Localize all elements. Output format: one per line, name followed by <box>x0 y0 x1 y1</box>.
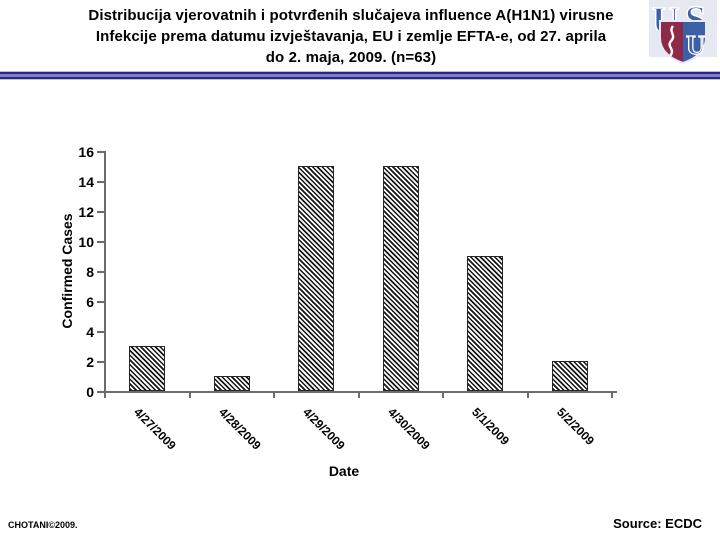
y-axis-tick <box>97 391 104 393</box>
y-tick-label: 4 <box>86 324 94 340</box>
y-axis-tick <box>97 271 104 273</box>
y-tick-label: 14 <box>78 174 94 190</box>
y-tick-label: 2 <box>86 354 94 370</box>
y-axis-line <box>104 151 106 393</box>
title-separator-rule <box>0 71 720 80</box>
bar-4/27/2009 <box>129 346 166 391</box>
y-tick-label: 6 <box>86 294 94 310</box>
x-tick-label: 4/29/2009 <box>300 405 349 453</box>
x-axis-tick <box>526 393 529 398</box>
bar-5/1/2009 <box>467 256 504 391</box>
copyright-text: CHOTANI©2009. <box>8 520 78 530</box>
x-axis-tick <box>442 393 444 398</box>
y-tick-label: 0 <box>86 384 94 400</box>
slide-title-line-1: Distribucija vjerovatnih i potvrđenih sl… <box>88 7 614 24</box>
x-tick-label: 4/27/2009 <box>131 405 180 453</box>
x-axis-line <box>104 391 617 393</box>
y-axis-tick <box>97 181 104 183</box>
x-tick-label: 5/1/2009 <box>469 405 513 448</box>
y-axis-tick <box>97 331 104 333</box>
slide-title: Distribucija vjerovatnih i potvrđenih sl… <box>10 5 692 68</box>
y-axis-tick <box>97 151 104 153</box>
y-tick-label: 12 <box>78 204 94 220</box>
bar-4/28/2009 <box>213 376 250 391</box>
bar-4/30/2009 <box>382 166 419 391</box>
y-tick-label: 16 <box>78 144 94 160</box>
x-axis-tick <box>273 393 275 398</box>
bar-4/29/2009 <box>298 166 335 391</box>
y-tick-label: 10 <box>78 234 94 250</box>
source-text: Source: ECDC <box>613 516 702 531</box>
x-tick-label: 5/2/2009 <box>553 405 597 448</box>
slide-title-line-3: do 2. maja, 2009. (n=63) <box>265 49 437 66</box>
y-axis-tick <box>97 241 104 243</box>
y-axis-tick <box>97 211 104 213</box>
logo-serpent-figure <box>668 25 675 57</box>
y-axis-tick <box>97 361 104 363</box>
bar-5/2/2009 <box>551 361 588 391</box>
slide-title-line-2: Infekcije prema datumu izvještavanja, EU… <box>95 28 607 45</box>
logo-shield-border <box>659 20 707 65</box>
x-axis-tick <box>188 393 191 398</box>
x-tick-label: 4/28/2009 <box>215 405 264 453</box>
y-tick-label: 8 <box>86 264 94 280</box>
usu-shield-logo: U S U <box>649 0 717 65</box>
x-axis-tick <box>104 393 106 398</box>
x-tick-label: 4/30/2009 <box>384 405 433 453</box>
x-axis-tick <box>357 393 360 398</box>
logo-shield-letter-u: U <box>686 30 706 60</box>
x-axis-title: Date <box>328 463 360 479</box>
y-axis-tick <box>97 301 104 303</box>
x-axis-tick <box>611 393 613 398</box>
